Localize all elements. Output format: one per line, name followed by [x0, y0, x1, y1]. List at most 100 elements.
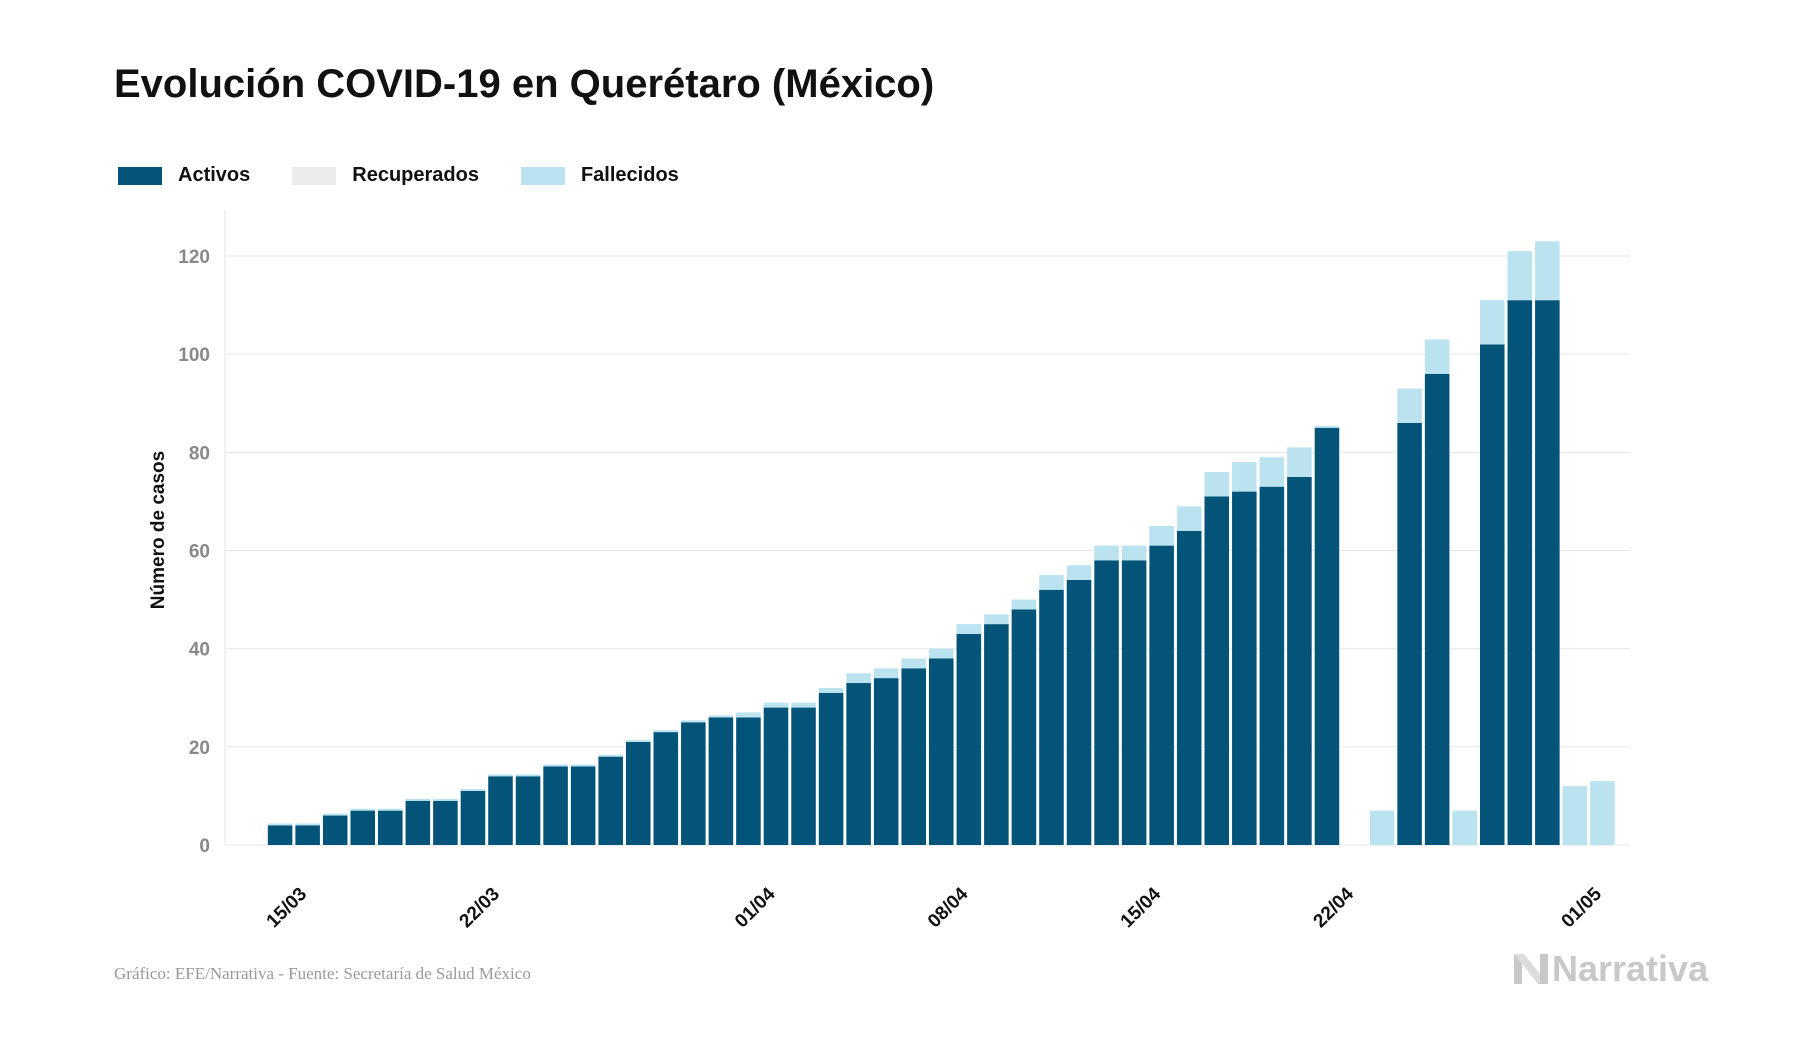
bar-fallecidos-2020-04-21 — [1314, 425, 1340, 428]
bar-activos-2020-04-27 — [1479, 344, 1505, 845]
legend-item-activos: Activos — [118, 164, 250, 187]
bar-activos-2020-04-14 — [1121, 560, 1147, 845]
bar-fallecidos-2020-03-21 — [460, 789, 486, 792]
bar-fallecidos-2020-04-09 — [984, 614, 1009, 625]
legend-swatch-activos — [118, 166, 162, 185]
bars — [267, 241, 1615, 845]
bar-activos-2020-03-19 — [405, 800, 431, 845]
bar-fallecidos-2020-03-17 — [350, 808, 376, 811]
bar-activos-2020-03-17 — [350, 810, 376, 845]
bar-activos-2020-04-24 — [1397, 422, 1422, 845]
bar-activos-2020-04-09 — [984, 624, 1009, 845]
bar-fallecidos-2020-04-04 — [846, 673, 871, 684]
bar-fallecidos-2020-04-16 — [1176, 506, 1202, 531]
bar-fallecidos-2020-04-19 — [1259, 457, 1285, 487]
bar-activos-2020-04-06 — [901, 668, 926, 845]
bar-activos-2020-04-02 — [791, 707, 816, 845]
bar-activos-2020-03-22 — [488, 776, 513, 845]
bar-fallecidos-2020-04-17 — [1204, 471, 1230, 497]
bar-activos-2020-03-15 — [295, 825, 320, 845]
y-tick-label: 60 — [189, 542, 210, 563]
bar-fallecidos-2020-03-25 — [570, 764, 596, 767]
bar-activos-2020-03-14 — [267, 825, 293, 845]
bar-activos-2020-04-18 — [1232, 491, 1257, 845]
bar-fallecidos-2020-03-29 — [681, 720, 706, 723]
bar-activos-2020-04-07 — [929, 658, 954, 845]
bar-activos-2020-04-15 — [1149, 545, 1174, 845]
bar-fallecidos-2020-04-18 — [1232, 462, 1257, 492]
bar-fallecidos-2020-04-08 — [956, 624, 982, 634]
bar-fallecidos-2020-05-01 — [1590, 781, 1615, 845]
bar-activos-2020-04-19 — [1259, 486, 1285, 845]
bar-fallecidos-2020-03-20 — [433, 798, 458, 801]
legend-swatch-recuperados — [292, 166, 337, 185]
x-tick-label: 22/04 — [1310, 883, 1359, 932]
bar-activos-2020-03-18 — [378, 810, 403, 845]
bar-fallecidos-2020-03-24 — [543, 764, 568, 767]
bar-activos-2020-03-29 — [681, 722, 706, 845]
bar-fallecidos-2020-04-23 — [1369, 810, 1395, 845]
narrativa-logo: Narrativa — [1514, 948, 1708, 990]
y-axis-label: Número de casos — [148, 451, 169, 609]
bar-fallecidos-2020-03-15 — [295, 823, 320, 826]
bar-activos-2020-03-26 — [598, 756, 623, 845]
bar-activos-2020-04-11 — [1039, 589, 1064, 845]
source-footer: Gráfico: EFE/Narrativa - Fuente: Secreta… — [114, 964, 531, 983]
bar-fallecidos-2020-04-06 — [901, 658, 926, 669]
bar-activos-2020-04-03 — [818, 692, 844, 845]
bar-fallecidos-2020-03-19 — [405, 798, 431, 801]
legend: Activos Recuperados Fallecidos — [118, 164, 721, 187]
narrativa-logo-icon — [1514, 954, 1548, 984]
bar-activos-2020-03-24 — [543, 766, 568, 845]
y-tick-label: 120 — [178, 247, 210, 268]
bar-fallecidos-2020-04-30 — [1562, 786, 1588, 845]
bar-fallecidos-2020-04-12 — [1066, 565, 1092, 580]
x-tick-label: 01/04 — [731, 883, 780, 932]
bar-fallecidos-2020-04-25 — [1424, 339, 1450, 374]
legend-item-fallecidos: Fallecidos — [520, 164, 679, 187]
bar-fallecidos-2020-04-13 — [1094, 545, 1119, 561]
y-tick-label: 80 — [189, 443, 210, 464]
chart-title: Evolución COVID-19 en Querétaro (México) — [114, 62, 935, 106]
legend-label-fallecidos: Fallecidos — [580, 164, 679, 186]
bar-activos-2020-04-05 — [873, 678, 899, 845]
bar-activos-2020-04-25 — [1424, 373, 1450, 845]
bar-activos-2020-04-01 — [763, 707, 789, 845]
grid-lines — [225, 255, 1630, 846]
bar-fallecidos-2020-04-01 — [763, 702, 789, 708]
bar-fallecidos-2020-04-07 — [929, 648, 954, 659]
bar-activos-2020-03-27 — [625, 741, 651, 845]
bar-activos-2020-03-21 — [460, 791, 486, 845]
bar-fallecidos-2020-04-29 — [1535, 241, 1560, 301]
bar-activos-2020-04-08 — [956, 633, 982, 845]
bar-fallecidos-2020-04-10 — [1011, 599, 1037, 610]
bar-activos-2020-04-17 — [1204, 496, 1230, 845]
x-tick-label: 01/05 — [1558, 883, 1607, 932]
bar-activos-2020-03-25 — [570, 766, 596, 845]
bar-activos-2020-04-04 — [846, 683, 871, 845]
bar-activos-2020-04-12 — [1066, 579, 1092, 845]
bar-fallecidos-2020-04-24 — [1397, 388, 1422, 423]
bar-activos-2020-03-31 — [736, 717, 761, 845]
x-tick-label: 15/04 — [1117, 883, 1166, 932]
bar-fallecidos-2020-03-26 — [598, 754, 623, 757]
bar-fallecidos-2020-04-15 — [1149, 525, 1174, 546]
bar-fallecidos-2020-04-27 — [1479, 300, 1505, 345]
legend-swatch-fallecidos — [520, 166, 565, 185]
bar-fallecidos-2020-04-03 — [818, 687, 844, 693]
legend-item-recuperados: Recuperados — [292, 164, 479, 187]
bar-activos-2020-03-20 — [433, 800, 458, 845]
bar-activos-2020-04-16 — [1176, 530, 1202, 845]
x-tick-label: 15/03 — [263, 884, 311, 932]
narrativa-logo-text: Narrativa — [1552, 948, 1709, 989]
legend-label-recuperados: Recuperados — [352, 164, 479, 186]
bar-activos-2020-03-16 — [322, 815, 348, 845]
bar-fallecidos-2020-03-31 — [736, 712, 761, 718]
bar-activos-2020-03-28 — [653, 732, 679, 845]
bar-activos-2020-04-13 — [1094, 560, 1119, 845]
bar-fallecidos-2020-04-14 — [1121, 545, 1147, 561]
bar-fallecidos-2020-04-05 — [873, 668, 899, 679]
x-tick-label: 22/03 — [456, 884, 504, 932]
x-tick-label: 08/04 — [924, 883, 973, 932]
